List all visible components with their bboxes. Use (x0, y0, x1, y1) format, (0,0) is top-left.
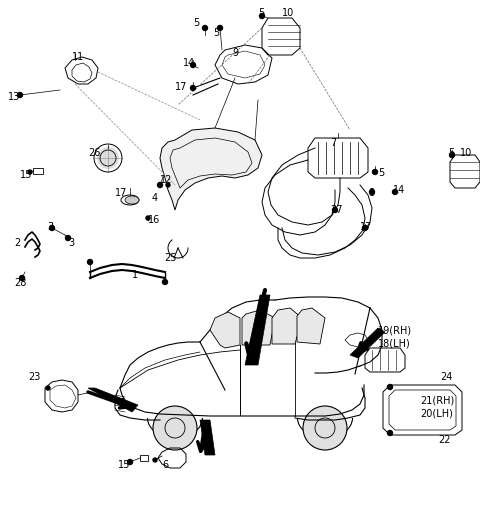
Text: 23: 23 (28, 372, 40, 382)
Bar (140, 455, 148, 461)
Text: 17: 17 (115, 188, 127, 198)
Polygon shape (88, 388, 138, 412)
Circle shape (65, 236, 71, 241)
Text: 7: 7 (330, 138, 336, 148)
Text: 25: 25 (164, 253, 177, 263)
Text: 10: 10 (460, 148, 472, 158)
Polygon shape (272, 308, 302, 344)
Text: 28: 28 (14, 278, 26, 288)
Text: 9: 9 (232, 48, 238, 58)
Polygon shape (200, 420, 215, 455)
Text: 5: 5 (378, 168, 384, 178)
Circle shape (87, 260, 93, 265)
Text: 22: 22 (438, 435, 451, 445)
Text: 24: 24 (440, 372, 452, 382)
Polygon shape (210, 312, 240, 348)
Polygon shape (245, 295, 270, 365)
Circle shape (370, 190, 374, 195)
Text: 5: 5 (193, 18, 199, 28)
Text: 13: 13 (8, 92, 20, 102)
Circle shape (153, 458, 157, 462)
Circle shape (166, 183, 170, 187)
Text: 19(RH): 19(RH) (378, 325, 412, 335)
Circle shape (372, 170, 377, 174)
Text: 8: 8 (368, 188, 374, 198)
Circle shape (449, 152, 455, 157)
Text: 16: 16 (148, 215, 160, 225)
Circle shape (46, 386, 50, 390)
Circle shape (303, 406, 347, 450)
Text: 27: 27 (330, 205, 343, 215)
Circle shape (333, 207, 337, 213)
Text: 2: 2 (14, 238, 20, 248)
Polygon shape (350, 328, 385, 358)
Circle shape (191, 62, 195, 67)
Text: 15: 15 (118, 460, 131, 470)
Text: 10: 10 (282, 8, 294, 18)
Text: 21(RH): 21(RH) (420, 395, 454, 405)
Circle shape (203, 26, 207, 31)
Circle shape (260, 13, 264, 18)
Circle shape (49, 225, 55, 230)
Text: 14: 14 (393, 185, 405, 195)
Text: 4: 4 (152, 193, 158, 203)
Circle shape (17, 92, 23, 98)
Text: 15: 15 (20, 170, 32, 180)
Text: 18(LH): 18(LH) (378, 338, 411, 348)
Text: 5: 5 (258, 8, 264, 18)
Text: 17: 17 (175, 82, 187, 92)
Circle shape (362, 225, 368, 230)
Text: 14: 14 (183, 58, 195, 68)
Text: 6: 6 (162, 460, 168, 470)
Circle shape (217, 26, 223, 31)
Circle shape (393, 190, 397, 195)
Bar (33, 168, 43, 174)
Circle shape (191, 85, 195, 90)
Circle shape (128, 459, 132, 464)
Text: 12: 12 (160, 175, 172, 185)
Polygon shape (297, 308, 325, 344)
Circle shape (157, 182, 163, 188)
Polygon shape (160, 128, 262, 210)
Text: 26: 26 (88, 148, 100, 158)
Circle shape (28, 170, 32, 174)
Circle shape (163, 280, 168, 285)
Ellipse shape (125, 196, 139, 204)
Text: 5: 5 (448, 148, 454, 158)
Circle shape (97, 147, 119, 169)
Text: 3: 3 (47, 222, 53, 232)
Polygon shape (242, 310, 275, 345)
Text: 20(LH): 20(LH) (420, 408, 453, 418)
Circle shape (20, 275, 24, 281)
Text: 1: 1 (132, 270, 138, 280)
Text: 5: 5 (213, 28, 219, 38)
Circle shape (153, 406, 197, 450)
Circle shape (387, 384, 393, 389)
Text: 11: 11 (72, 52, 84, 62)
Circle shape (146, 216, 150, 220)
Circle shape (387, 430, 393, 435)
Text: 3: 3 (68, 238, 74, 248)
Text: 17: 17 (360, 222, 372, 232)
